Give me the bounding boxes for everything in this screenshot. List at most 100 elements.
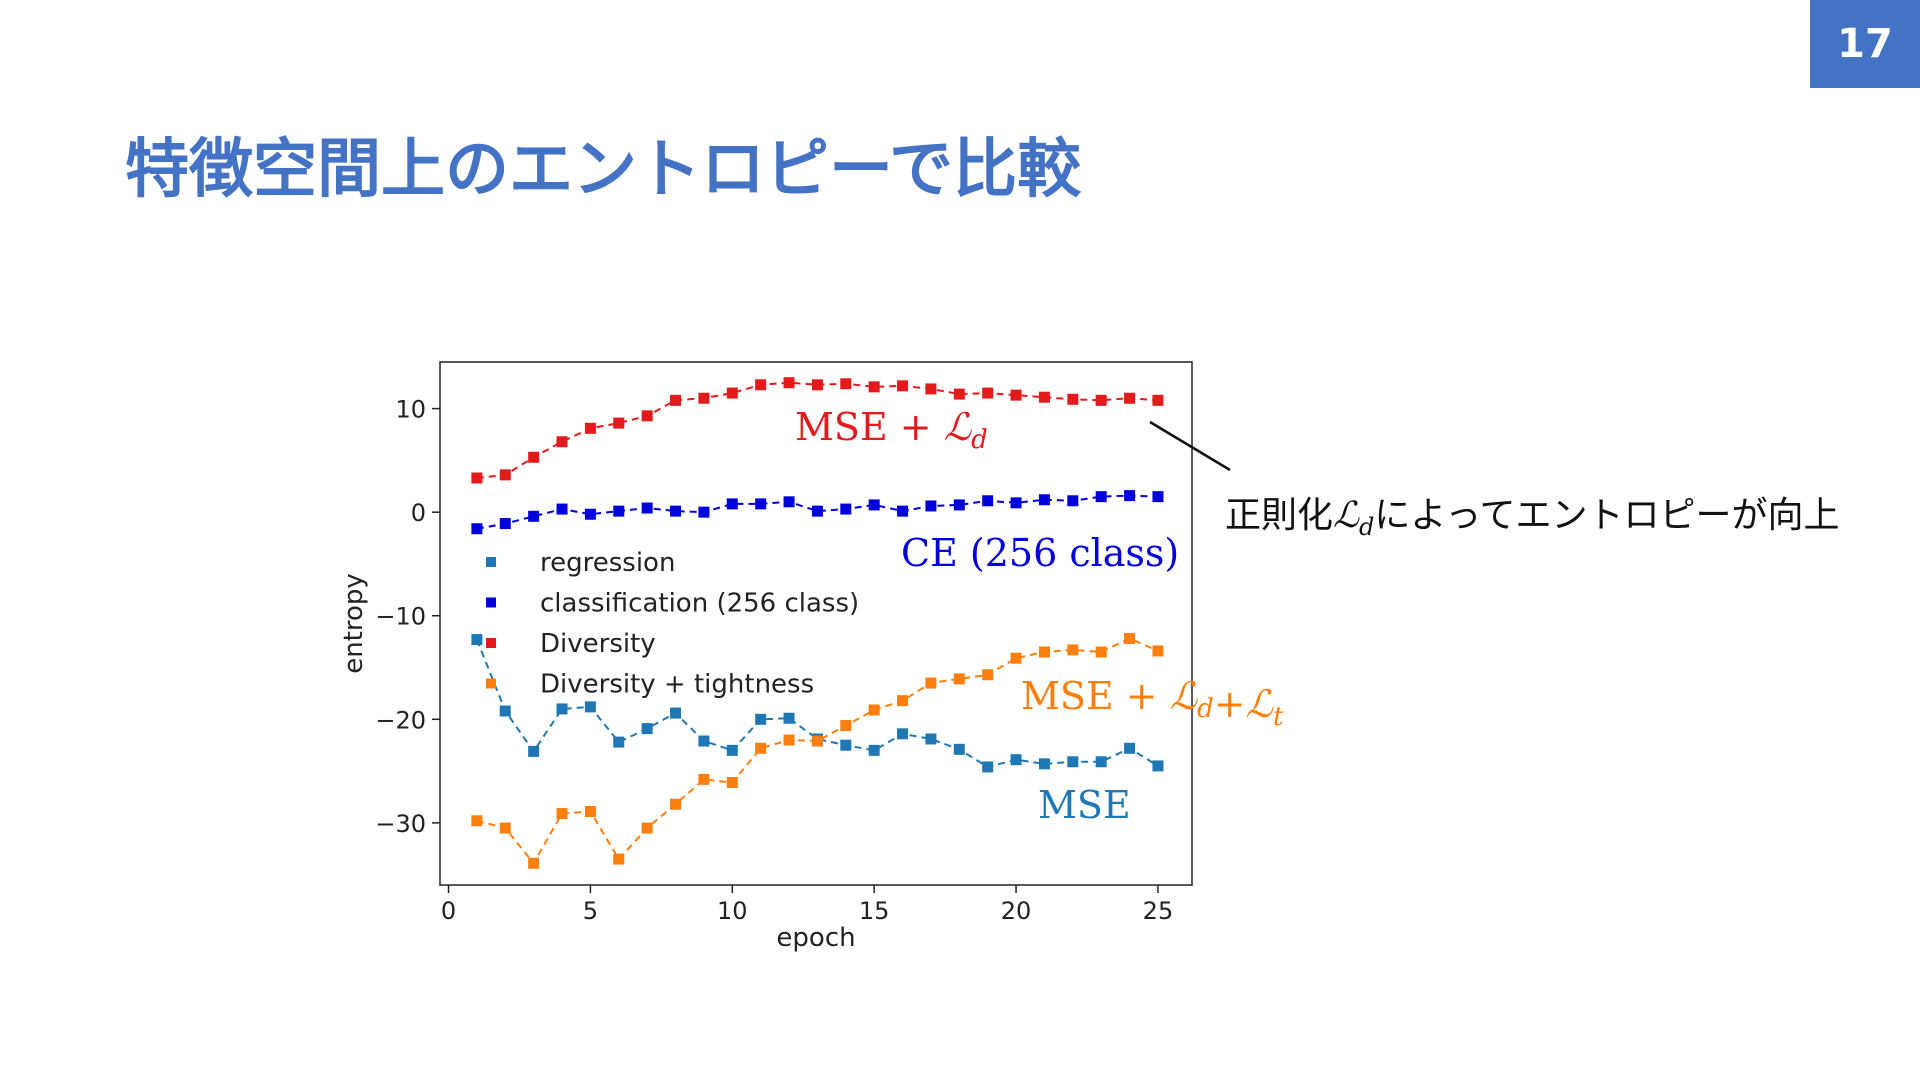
data-point bbox=[698, 392, 710, 404]
legend-entry: Diversity + tightness bbox=[540, 670, 814, 700]
legend-marker bbox=[486, 557, 496, 567]
data-point bbox=[982, 761, 994, 773]
data-point bbox=[1067, 393, 1079, 405]
data-point bbox=[499, 469, 511, 481]
data-point bbox=[953, 499, 965, 511]
data-point bbox=[840, 720, 852, 732]
data-point bbox=[499, 705, 511, 717]
data-point bbox=[726, 776, 738, 788]
y-tick-label: 0 bbox=[411, 499, 426, 527]
data-point bbox=[811, 379, 823, 391]
legend-marker bbox=[486, 638, 496, 648]
data-point bbox=[755, 498, 767, 510]
annotation-sub: d bbox=[1358, 513, 1375, 542]
data-point bbox=[1124, 742, 1136, 754]
data-point bbox=[670, 505, 682, 517]
data-point bbox=[528, 510, 540, 522]
data-point bbox=[1038, 646, 1050, 658]
data-point bbox=[840, 739, 852, 751]
data-point bbox=[897, 695, 909, 707]
data-point bbox=[1010, 389, 1022, 401]
callout-line bbox=[1149, 420, 1231, 472]
x-tick-label: 0 bbox=[441, 897, 456, 925]
data-point bbox=[811, 505, 823, 517]
y-tick-label: 10 bbox=[395, 396, 426, 424]
data-point bbox=[556, 436, 568, 448]
legend-marker bbox=[486, 597, 496, 608]
data-point bbox=[584, 508, 596, 520]
data-point bbox=[1010, 652, 1022, 664]
data-point bbox=[1067, 644, 1079, 656]
data-point bbox=[783, 712, 795, 724]
data-point bbox=[726, 498, 738, 510]
data-point bbox=[584, 805, 596, 817]
x-tick-label: 10 bbox=[717, 897, 748, 925]
data-point bbox=[1152, 491, 1164, 503]
data-point bbox=[840, 378, 852, 390]
annotation-note: 正則化ℒdによってエントロピーが向上 bbox=[1225, 486, 1839, 541]
data-point bbox=[641, 723, 653, 735]
data-point bbox=[1095, 394, 1107, 406]
y-axis-title: entropy bbox=[339, 573, 369, 674]
data-point bbox=[755, 379, 767, 391]
data-point bbox=[1095, 646, 1107, 658]
data-point bbox=[897, 728, 909, 740]
data-point bbox=[698, 773, 710, 785]
data-point bbox=[1124, 392, 1136, 404]
data-point bbox=[584, 701, 596, 713]
data-point bbox=[726, 387, 738, 399]
data-point bbox=[471, 815, 483, 827]
series-label: MSE + ℒd+ℒt bbox=[1021, 674, 1284, 732]
data-point bbox=[925, 733, 937, 745]
data-point bbox=[953, 673, 965, 685]
x-tick-label: 15 bbox=[859, 897, 890, 925]
data-point bbox=[953, 388, 965, 400]
data-point bbox=[1067, 495, 1079, 507]
data-point bbox=[1152, 760, 1164, 772]
data-point bbox=[868, 744, 880, 756]
data-point bbox=[1124, 633, 1136, 645]
data-point bbox=[1010, 754, 1022, 766]
data-point bbox=[1152, 394, 1164, 406]
data-point bbox=[613, 417, 625, 429]
data-point bbox=[783, 734, 795, 746]
data-point bbox=[868, 499, 880, 511]
data-point bbox=[982, 669, 994, 681]
data-point bbox=[897, 380, 909, 392]
legend-entry: regression bbox=[540, 548, 675, 578]
data-point bbox=[698, 506, 710, 518]
data-point bbox=[755, 742, 767, 754]
x-tick-label: 20 bbox=[1001, 897, 1032, 925]
data-point bbox=[556, 503, 568, 515]
data-point bbox=[868, 381, 880, 393]
data-point bbox=[556, 808, 568, 820]
data-point bbox=[613, 736, 625, 748]
data-point bbox=[528, 857, 540, 869]
data-point bbox=[641, 822, 653, 834]
data-point bbox=[1095, 756, 1107, 768]
data-point bbox=[1067, 756, 1079, 768]
data-point bbox=[840, 503, 852, 515]
y-tick-label: −30 bbox=[375, 810, 426, 838]
page-number: 17 bbox=[1810, 0, 1920, 88]
data-point bbox=[1152, 645, 1164, 657]
y-tick-label: −10 bbox=[375, 603, 426, 631]
data-point bbox=[670, 707, 682, 719]
legend-entry: classification (256 class) bbox=[540, 589, 859, 619]
data-point bbox=[1124, 490, 1136, 502]
data-point bbox=[471, 523, 483, 535]
data-point bbox=[670, 394, 682, 406]
data-point bbox=[670, 798, 682, 810]
data-point bbox=[698, 735, 710, 747]
data-point bbox=[584, 422, 596, 434]
data-point bbox=[641, 410, 653, 422]
legend-entry: Diversity bbox=[540, 629, 656, 659]
data-point bbox=[982, 495, 994, 507]
x-tick-label: 5 bbox=[583, 897, 598, 925]
data-point bbox=[868, 704, 880, 716]
x-tick-label: 25 bbox=[1143, 897, 1174, 925]
data-point bbox=[811, 735, 823, 747]
data-point bbox=[1038, 391, 1050, 403]
data-point bbox=[1010, 497, 1022, 509]
series-label: MSE + ℒd bbox=[795, 405, 988, 455]
